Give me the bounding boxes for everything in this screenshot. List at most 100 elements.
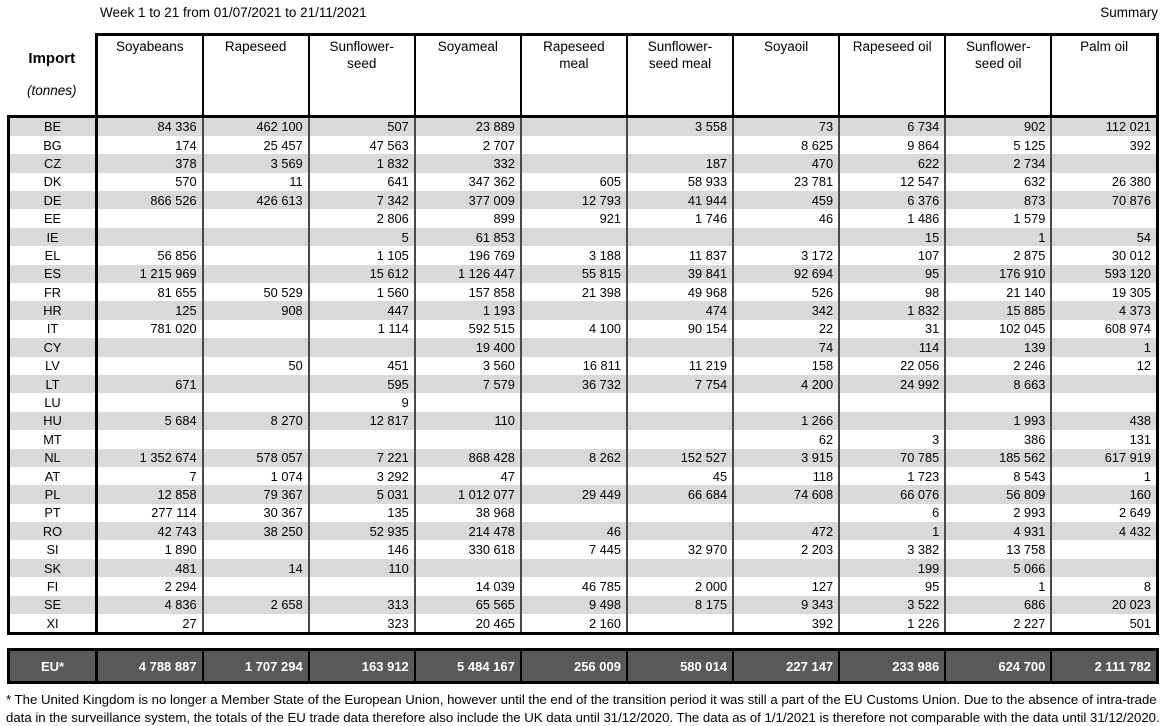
value-cell <box>519 301 627 320</box>
value-cell <box>732 503 840 523</box>
value-cell: 377 009 <box>413 191 521 210</box>
value-cell: 36 732 <box>519 374 627 394</box>
value-cell: 19 305 <box>1050 283 1160 302</box>
value-cell: 470 <box>732 154 840 173</box>
value-cell <box>625 393 734 412</box>
value-cell: 472 <box>732 522 840 541</box>
value-cell: 1 890 <box>95 540 203 559</box>
value-cell: 2 294 <box>95 577 203 596</box>
value-cell: 74 <box>732 338 840 357</box>
value-cell: 15 612 <box>307 264 415 284</box>
value-cell: 47 <box>413 466 521 486</box>
value-cell <box>201 577 309 596</box>
column-header: Soyaoil <box>732 33 841 118</box>
value-cell: 22 056 <box>838 356 946 375</box>
value-cell <box>413 430 521 449</box>
value-cell: 641 <box>307 172 415 192</box>
column-header: Soyabeans <box>95 33 204 118</box>
value-cell: 95 <box>838 577 946 596</box>
country-code: DE <box>7 191 98 210</box>
value-cell: 481 <box>95 558 203 578</box>
corner-header-title: Import <box>28 49 76 67</box>
value-cell: 8 543 <box>944 466 1052 486</box>
country-code: PL <box>7 485 98 504</box>
eu-total-value-cell: 2 111 782 <box>1050 648 1160 685</box>
value-cell <box>838 393 946 412</box>
column-header: Rapeseed oil <box>838 33 947 118</box>
value-cell: 632 <box>944 172 1052 192</box>
value-cell: 112 021 <box>1050 116 1160 136</box>
value-cell: 3 569 <box>201 154 309 173</box>
value-cell <box>201 430 309 449</box>
value-cell: 81 655 <box>95 283 203 302</box>
country-code: MT <box>7 430 98 449</box>
value-cell: 139 <box>944 338 1052 357</box>
value-cell: 66 684 <box>625 485 734 504</box>
value-cell: 1 832 <box>838 301 946 320</box>
value-cell: 3 560 <box>413 356 521 375</box>
eu-total-value-cell: 227 147 <box>732 648 840 685</box>
value-cell: 2 993 <box>944 503 1052 523</box>
value-cell: 332 <box>413 154 521 173</box>
country-code: CY <box>7 338 98 357</box>
table-row: EL 56 856 1 105 196 769 3 188 11 837 3 172 107 2… <box>7 246 1160 265</box>
value-cell: 25 457 <box>201 135 309 155</box>
value-cell: 605 <box>519 172 627 192</box>
country-code: XI <box>7 614 98 636</box>
value-cell: 8 663 <box>944 374 1052 394</box>
value-cell: 3 915 <box>732 448 840 467</box>
value-cell <box>732 227 840 247</box>
value-cell <box>1050 154 1160 173</box>
value-cell: 347 362 <box>413 172 521 192</box>
country-code: NL <box>7 448 98 467</box>
value-cell: 110 <box>307 558 415 578</box>
value-cell: 125 <box>95 301 203 320</box>
value-cell <box>625 558 734 578</box>
value-cell <box>519 154 627 173</box>
summary-label: Summary <box>1100 5 1158 20</box>
value-cell <box>519 411 627 431</box>
table-row: EE 2 806 899 921 1 746 46 1 486 1 579 <box>7 209 1160 228</box>
value-cell: 3 <box>838 430 946 449</box>
value-cell: 451 <box>307 356 415 375</box>
table-row: RO 42 743 38 250 52 935 214 478 46 472 1 4 931 4 … <box>7 522 1160 541</box>
value-cell: 7 221 <box>307 448 415 467</box>
value-cell <box>95 393 203 412</box>
value-cell: 462 100 <box>201 116 309 136</box>
value-cell: 3 382 <box>838 540 946 559</box>
table-row: SE 4 836 2 658 313 65 565 9 498 8 175 9 343 3 52… <box>7 595 1160 615</box>
value-cell: 49 968 <box>625 283 734 302</box>
value-cell: 84 336 <box>95 116 203 136</box>
table-row: BE 84 336 462 100 507 23 889 3 558 73 6 734 902 1… <box>7 116 1160 136</box>
value-cell: 11 837 <box>625 246 734 265</box>
value-cell: 107 <box>838 246 946 265</box>
value-cell: 95 <box>838 264 946 284</box>
value-cell: 2 203 <box>732 540 840 559</box>
value-cell: 4 432 <box>1050 522 1160 541</box>
value-cell: 12 817 <box>307 411 415 431</box>
country-code: EL <box>7 246 98 265</box>
value-cell: 1 105 <box>307 246 415 265</box>
value-cell <box>625 522 734 541</box>
value-cell: 578 057 <box>201 448 309 467</box>
eu-total-value-cell: 624 700 <box>944 648 1052 685</box>
value-cell: 42 743 <box>95 522 203 541</box>
table-row: PT 277 114 30 367 135 38 968 6 2 993 2 649 <box>7 503 1160 523</box>
table-row: HR 125 908 447 1 193 474 342 1 832 15 885 4 373 <box>7 301 1160 320</box>
value-cell: 30 012 <box>1050 246 1160 265</box>
value-cell: 62 <box>732 430 840 449</box>
value-cell: 3 292 <box>307 466 415 486</box>
value-cell: 330 618 <box>413 540 521 559</box>
country-code: IT <box>7 319 98 339</box>
value-cell <box>201 374 309 394</box>
country-code: EE <box>7 209 98 228</box>
value-cell: 686 <box>944 595 1052 615</box>
value-cell: 52 935 <box>307 522 415 541</box>
value-cell: 4 373 <box>1050 301 1160 320</box>
country-code: LV <box>7 356 98 375</box>
value-cell: 866 526 <box>95 191 203 210</box>
value-cell: 7 342 <box>307 191 415 210</box>
value-cell: 899 <box>413 209 521 228</box>
table-row: DK 570 11 641 347 362 605 58 933 23 781 12 547 63… <box>7 172 1160 192</box>
value-cell <box>201 393 309 412</box>
